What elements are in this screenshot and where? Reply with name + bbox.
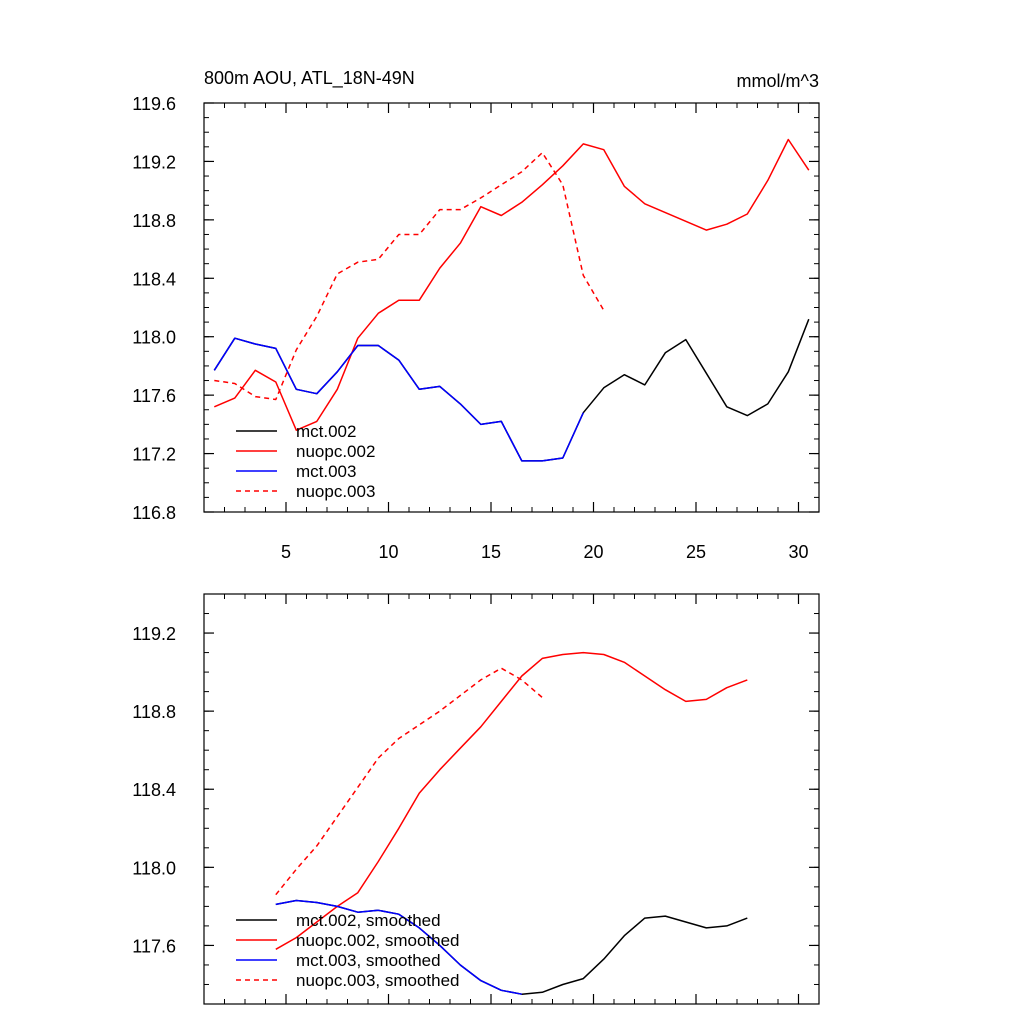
y-tick-label: 118.8 [132, 702, 176, 722]
series-line-nuopc-002-smoothed [275, 651, 748, 950]
x-tick-label: 25 [686, 542, 706, 562]
x-tick-label: 10 [378, 542, 398, 562]
y-tick-label: 119.6 [132, 94, 176, 114]
y-tick-label: 117.6 [132, 386, 176, 406]
y-tick-label: 118.0 [132, 858, 176, 878]
x-tick-label: 5 [281, 542, 291, 562]
y-tick-label: 118.8 [132, 211, 176, 231]
x-tick-label: 30 [788, 542, 808, 562]
legend-label: nuopc.003, smoothed [296, 971, 460, 990]
legend-label: mct.002, smoothed [296, 911, 441, 930]
series-line-mct-003 [213, 337, 584, 462]
chart-panel-1: 5 10 15 20 25 30 116.8 117.2 117.6 118.0 118.4 118.… [132, 68, 820, 562]
legend-label: nuopc.003 [296, 482, 375, 501]
y-tick-label: 119.2 [132, 152, 176, 172]
chart-title: 800m AOU, ATL_18N-49N [204, 68, 415, 89]
legend-label: nuopc.002, smoothed [296, 931, 460, 950]
y-tick-label: 117.2 [132, 445, 176, 465]
y-tick-label: 118.0 [132, 328, 176, 348]
legend-label: mct.003 [296, 462, 356, 481]
legend-label: nuopc.002 [296, 442, 375, 461]
chart-panel-2: 117.6 118.0 118.4 118.8 119.2 mct.002, smooth… [132, 593, 820, 1005]
x-tick-label: 15 [481, 542, 501, 562]
y-tick-label: 118.4 [132, 780, 176, 800]
y-tick-label: 117.6 [132, 936, 176, 956]
series-line-mct-003-smoothed [275, 899, 522, 995]
series-line-nuopc-003-smoothed [275, 667, 543, 896]
y-tick-label: 119.2 [132, 624, 176, 644]
units-label: mmol/m^3 [737, 71, 819, 91]
y-tick-label: 116.8 [132, 503, 176, 523]
y-tick-label: 118.4 [132, 269, 176, 289]
x-tick-label: 20 [583, 542, 603, 562]
legend-label: mct.003, smoothed [296, 951, 441, 970]
series-line-nuopc-002 [214, 138, 810, 431]
legend-label: mct.002 [296, 422, 356, 441]
series-line-nuopc-003 [214, 151, 605, 401]
